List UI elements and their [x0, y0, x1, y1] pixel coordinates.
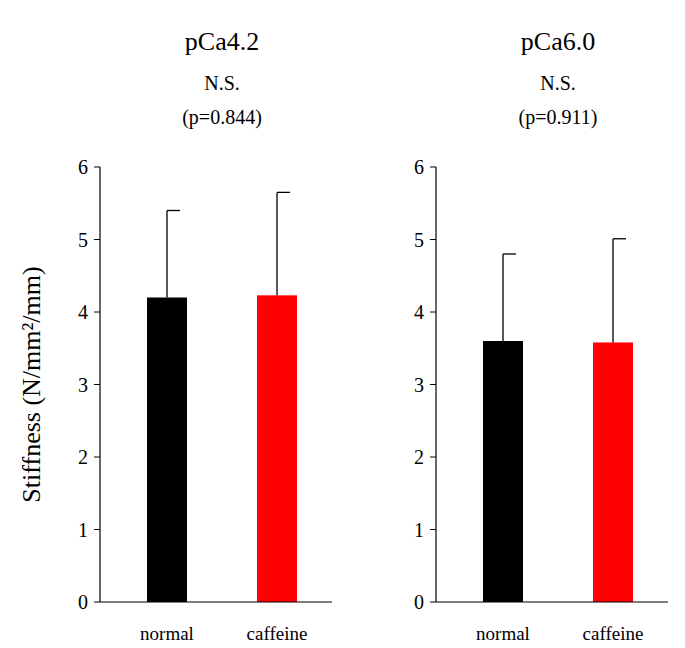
y-tick	[94, 239, 100, 240]
bar	[257, 295, 297, 602]
x-tick-label: caffeine	[583, 623, 644, 644]
y-tick	[430, 384, 436, 385]
y-tick-label: 6	[78, 156, 88, 178]
figure: pCa4.2 N.S. (p=0.844) Stiffness (N/mm²/mm) 0…	[0, 0, 685, 648]
bar	[147, 298, 187, 603]
error-line	[166, 211, 167, 298]
y-tick	[430, 602, 436, 603]
y-tick-label: 1	[414, 519, 424, 541]
error-cap	[167, 210, 180, 211]
x-axis	[100, 601, 332, 602]
plot-area	[483, 239, 633, 602]
y-tick	[94, 529, 100, 530]
x-tick-label: normal	[476, 623, 530, 644]
title: pCa4.2	[185, 27, 259, 56]
y-tick-label: 6	[414, 156, 424, 178]
error-line	[276, 192, 277, 295]
y-tick	[430, 457, 436, 458]
x-axis	[436, 601, 668, 602]
y-tick	[430, 239, 436, 240]
annotation: (p=0.911)	[519, 106, 598, 129]
y-tick	[94, 167, 100, 168]
y-tick-label: 5	[78, 229, 88, 251]
y-tick-label: 4	[78, 301, 88, 323]
y-tick-label: 2	[78, 446, 88, 468]
error-line	[612, 239, 613, 343]
y-tick-label: 0	[414, 591, 424, 613]
y-tick-label: 3	[414, 374, 424, 396]
x-tick-label: caffeine	[247, 623, 308, 644]
y-tick-label: 1	[78, 519, 88, 541]
y-tick-label: 5	[414, 229, 424, 251]
y-tick-label: 0	[78, 591, 88, 613]
y-tick	[430, 529, 436, 530]
y-tick	[430, 167, 436, 168]
y-axis	[435, 167, 436, 602]
error-cap	[613, 238, 626, 239]
y-tick	[94, 312, 100, 313]
error-line	[502, 254, 503, 341]
annotation: (p=0.844)	[182, 106, 262, 129]
x-tick-label: normal	[140, 623, 194, 644]
title: pCa6.0	[521, 27, 595, 56]
plot-area	[147, 192, 297, 602]
error-bar	[167, 211, 180, 298]
y-tick-label: 2	[414, 446, 424, 468]
y-axis-label: Stiffness (N/mm²/mm)	[17, 266, 46, 502]
error-cap	[277, 192, 290, 193]
y-tick	[94, 602, 100, 603]
bar	[593, 342, 633, 602]
error-bar	[613, 239, 626, 343]
y-tick	[430, 312, 436, 313]
y-tick-label: 3	[78, 374, 88, 396]
subtitle: N.S.	[540, 72, 576, 94]
error-cap	[503, 253, 516, 254]
bar	[483, 341, 523, 602]
error-bar	[277, 192, 290, 295]
subtitle: N.S.	[204, 72, 240, 94]
y-tick	[94, 457, 100, 458]
error-bar	[503, 254, 516, 341]
y-axis	[99, 167, 100, 602]
y-tick	[94, 384, 100, 385]
y-tick-label: 4	[414, 301, 424, 323]
